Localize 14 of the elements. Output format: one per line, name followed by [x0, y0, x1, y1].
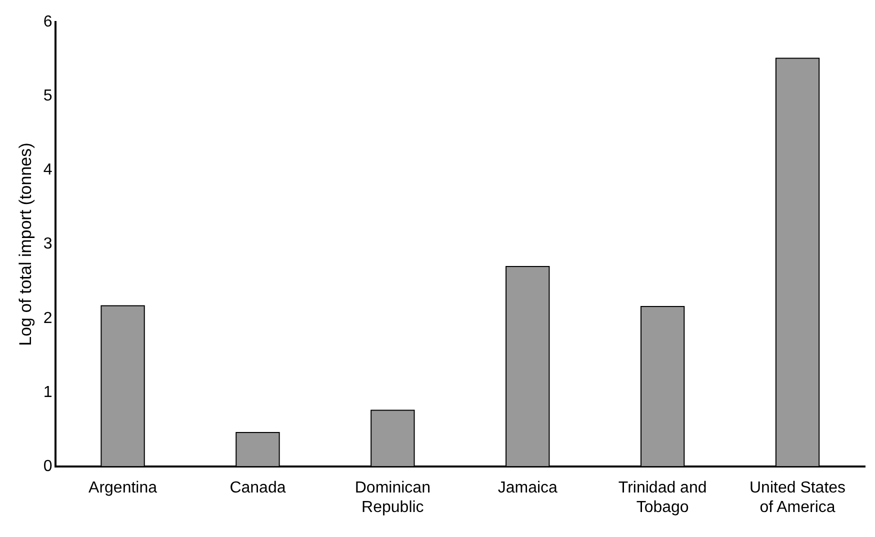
y-tick-label: 0	[43, 458, 52, 476]
x-tick-label: United States of America	[749, 480, 846, 516]
x-tick-label: Jamaica	[498, 480, 558, 497]
y-axis-title: Log of total import (tonnes)	[16, 142, 35, 346]
y-tick-label: 2	[43, 310, 52, 327]
y-tick-label: 4	[43, 162, 52, 179]
y-tick-label: 3	[43, 236, 52, 253]
x-tick-label: Trinidad and Tobago	[618, 480, 707, 516]
y-tick-label: 1	[43, 384, 52, 401]
y-tick-label: 6	[43, 13, 52, 30]
x-tick-label: Argentina	[88, 480, 158, 497]
x-tick-label: Dominican Republic	[354, 480, 430, 516]
y-tick-label: 5	[43, 88, 52, 105]
x-tick-label: Canada	[230, 480, 286, 497]
